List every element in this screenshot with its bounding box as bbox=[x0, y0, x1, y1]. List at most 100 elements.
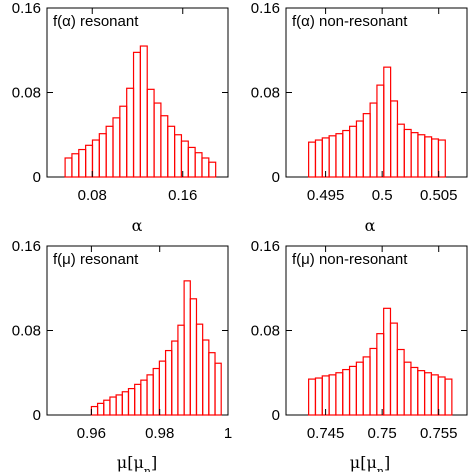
histogram-bar bbox=[396, 123, 405, 178]
histogram-bar bbox=[139, 45, 148, 178]
histogram-bar bbox=[194, 152, 203, 178]
histogram-bar bbox=[109, 396, 117, 416]
histogram-bar bbox=[195, 323, 204, 416]
histogram-bar bbox=[424, 136, 433, 178]
x-axis-label: μ[μn] bbox=[350, 453, 390, 472]
histogram-bar bbox=[362, 113, 371, 178]
histogram-bar bbox=[390, 100, 399, 178]
panel-title: f(μ) resonant bbox=[53, 251, 139, 268]
histogram-bar bbox=[314, 377, 323, 416]
panel-title: f(α) resonant bbox=[53, 13, 139, 30]
histogram-bars bbox=[90, 280, 222, 416]
x-tick-label: 0.505 bbox=[420, 187, 458, 204]
histogram-bar bbox=[335, 133, 344, 178]
histogram-bars bbox=[64, 45, 217, 178]
panel-alpha-non-resonant: 0 0.08 0.16 0.495 0.5 0.505 f(α) non-resonant… bbox=[251, 0, 468, 235]
y-tick-label: 0.16 bbox=[251, 0, 280, 17]
plot-frame bbox=[46, 7, 229, 178]
y-tick-label: 0.16 bbox=[251, 238, 280, 255]
histogram-bar bbox=[103, 399, 111, 416]
histogram-bar bbox=[78, 148, 87, 178]
histogram-bar bbox=[85, 144, 94, 178]
histogram-bar bbox=[208, 161, 217, 178]
histogram-bar bbox=[308, 141, 317, 178]
histogram-bar bbox=[214, 362, 222, 416]
histogram-bar bbox=[164, 349, 173, 416]
histogram-bar bbox=[187, 146, 196, 178]
histogram-bar bbox=[437, 139, 446, 178]
histogram-bar bbox=[119, 105, 128, 178]
histogram-bar bbox=[389, 322, 398, 416]
x-axis-label: μ[μn] bbox=[117, 453, 157, 472]
histogram-bar bbox=[369, 102, 378, 178]
histogram-bar bbox=[71, 153, 80, 178]
x-axis-label: α bbox=[132, 216, 143, 235]
panel-mu-resonant: 0 0.08 0.16 0.96 0.98 1 f(μ) resonant μ[μn] bbox=[12, 238, 232, 472]
histogram-bar bbox=[328, 374, 337, 416]
x-tick-label: 1 bbox=[224, 425, 232, 442]
histogram-bar bbox=[376, 84, 385, 178]
panel-title: f(μ) non-resonant bbox=[292, 251, 408, 268]
histogram-bar bbox=[91, 139, 100, 178]
panel-mu-non-resonant: 0 0.08 0.16 0.745 0.75 0.755 f(μ) non-resonan… bbox=[251, 238, 468, 472]
histogram-bar bbox=[417, 370, 426, 416]
histogram-bar bbox=[98, 133, 107, 178]
y-tick-label: 0 bbox=[33, 407, 41, 424]
histogram-bar bbox=[183, 280, 191, 416]
histogram-bar bbox=[348, 365, 357, 416]
histogram-bar bbox=[403, 361, 412, 416]
histogram-bar bbox=[105, 125, 114, 178]
x-tick-label: 0.75 bbox=[368, 425, 397, 442]
histogram-bar bbox=[174, 134, 183, 178]
histogram-bar bbox=[444, 378, 453, 416]
histogram-bar bbox=[396, 348, 405, 416]
y-tick-label: 0 bbox=[272, 169, 280, 186]
histogram-bar bbox=[201, 157, 210, 178]
histogram-bar bbox=[158, 360, 167, 416]
histogram-bar bbox=[342, 129, 351, 178]
histogram-bar bbox=[146, 374, 154, 416]
histogram-bar bbox=[423, 372, 433, 416]
x-tick-label: 0.745 bbox=[307, 425, 345, 442]
histogram-bar bbox=[437, 376, 446, 416]
y-tick-label: 0.08 bbox=[12, 85, 41, 102]
histogram-bars bbox=[308, 307, 453, 416]
histogram-bar bbox=[335, 372, 344, 416]
y-tick-label: 0.08 bbox=[251, 85, 280, 102]
histogram-bar bbox=[403, 128, 412, 178]
histogram-bar bbox=[208, 352, 216, 416]
axis-ticks: 0 0.08 0.16 0.495 0.5 0.505 bbox=[251, 0, 467, 204]
x-tick-label: 0.5 bbox=[372, 187, 393, 204]
subscript: n bbox=[144, 465, 151, 472]
histogram-bar bbox=[134, 383, 142, 416]
histogram-bar bbox=[355, 361, 364, 416]
histogram-bar bbox=[369, 347, 378, 416]
y-tick-label: 0.16 bbox=[12, 238, 41, 255]
histogram-bar bbox=[342, 368, 351, 416]
histogram-bar bbox=[96, 402, 105, 416]
panel-title: f(α) non-resonant bbox=[292, 13, 408, 30]
histogram-bar bbox=[383, 307, 392, 416]
y-tick-label: 0.16 bbox=[12, 0, 41, 17]
histogram-bar bbox=[171, 340, 179, 416]
x-axis-label: α bbox=[365, 216, 376, 235]
y-tick-label: 0 bbox=[33, 169, 41, 186]
x-tick-label: 0.96 bbox=[77, 425, 106, 442]
x-tick-label: 0.755 bbox=[420, 425, 458, 442]
histogram-bar bbox=[417, 134, 426, 178]
histogram-bar bbox=[202, 339, 210, 416]
x-tick-label: 0.495 bbox=[307, 187, 345, 204]
y-tick-label: 0.08 bbox=[12, 323, 41, 340]
histogram-bar bbox=[362, 356, 371, 416]
histogram-bar bbox=[349, 125, 358, 178]
axis-ticks: 0 0.08 0.16 0.96 0.98 1 bbox=[12, 238, 232, 442]
histogram-bar bbox=[167, 125, 176, 178]
histogram-bar bbox=[177, 324, 185, 416]
y-tick-label: 0.08 bbox=[251, 323, 280, 340]
subscript: n bbox=[377, 465, 384, 472]
histogram-bar bbox=[64, 157, 73, 178]
histogram-bar bbox=[127, 387, 136, 416]
histogram-bar bbox=[160, 115, 169, 178]
histogram-bar bbox=[153, 102, 162, 178]
